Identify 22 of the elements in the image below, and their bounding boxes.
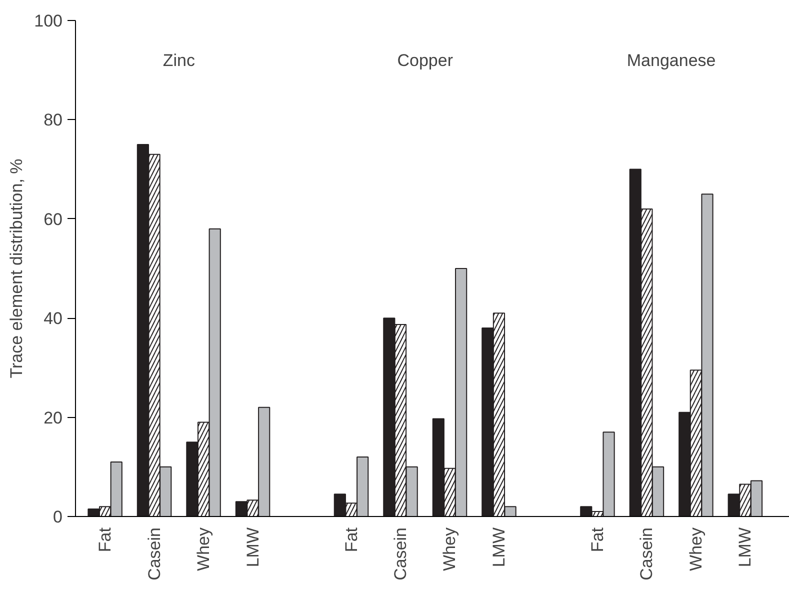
x-tick-label: Casein — [144, 527, 164, 580]
x-tick-label: LMW — [489, 527, 508, 568]
y-axis-title: Trace element distribution, % — [7, 158, 26, 378]
y-tick-label: 0 — [53, 508, 63, 526]
annotation: Manganese — [626, 51, 716, 70]
x-tick-label: Casein — [390, 527, 410, 580]
x-tick-label: Fat — [96, 527, 115, 552]
x-tick-label: Casein — [637, 527, 656, 580]
x-tick-label: Fat — [342, 527, 361, 552]
x-tick-label: Whey — [194, 527, 214, 571]
x-tick-label: Whey — [440, 527, 460, 571]
y-tick-label: 40 — [44, 309, 63, 328]
annotation: Copper — [397, 51, 454, 70]
annotation: Zinc — [162, 51, 196, 70]
x-tick-label: LMW — [736, 527, 755, 568]
y-tick-label: 100 — [34, 12, 63, 30]
y-tick-label: 20 — [44, 408, 63, 428]
y-tick-label: 60 — [44, 210, 63, 229]
x-tick-label: Fat — [588, 527, 607, 552]
x-tick-label: Whey — [686, 527, 706, 571]
y-tick-label: 80 — [44, 110, 63, 130]
x-tick-label: LMW — [243, 527, 262, 568]
